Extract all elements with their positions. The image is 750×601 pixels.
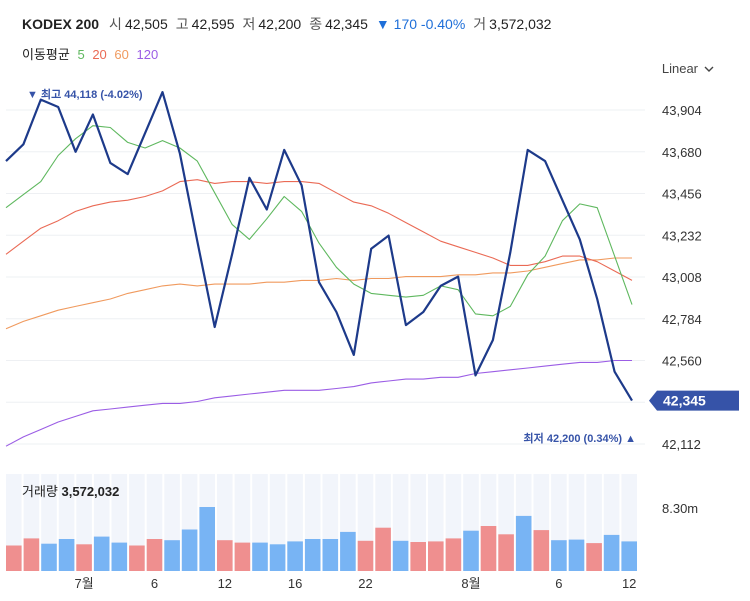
volume-bar	[340, 531, 356, 571]
volume-bar	[234, 542, 251, 571]
y-tick-label: 43,904	[662, 103, 702, 118]
volume-bar	[568, 539, 585, 571]
volume-bar	[6, 545, 22, 571]
volume-bar	[304, 539, 321, 571]
x-tick-label: 16	[288, 576, 302, 591]
y-tick-label: 42,784	[662, 312, 702, 327]
x-tick-label: 22	[358, 576, 372, 591]
low-annotation: 최저 42,200 (0.34%) ▲	[524, 431, 636, 445]
volume-bar	[111, 542, 128, 571]
volume-bar	[515, 515, 532, 571]
x-tick-label: 7월	[74, 576, 93, 591]
close-value: 42,345	[325, 16, 368, 32]
ma-legend-label: 이동평균	[22, 47, 70, 62]
high-annotation: ▼ 최고 44,118 (-4.02%)	[27, 87, 143, 101]
volume-bar	[586, 543, 602, 571]
volume-bar	[129, 545, 145, 571]
volume-bar	[41, 543, 57, 571]
ma60-legend[interactable]: 60	[114, 47, 129, 62]
x-tick-label: 6	[151, 576, 158, 591]
volume-panel-label: 거래량	[22, 484, 58, 499]
volume-bar	[181, 529, 198, 571]
volume-bar	[164, 540, 180, 571]
high-label: 고	[175, 16, 189, 32]
y-tick-label: 43,680	[662, 145, 702, 160]
ma120-legend[interactable]: 120	[136, 47, 159, 62]
quote-header: KODEX 200 시 42,505 고 42,595 저 42,200 종 4…	[22, 14, 559, 34]
open-value: 42,505	[124, 16, 168, 32]
volume-bar	[392, 540, 409, 571]
volume-bar	[146, 539, 163, 571]
change-value: ▼ 170 -0.40%	[375, 16, 466, 32]
volume-bar	[287, 541, 303, 571]
y-tick-label: 43,232	[662, 228, 702, 243]
low-label: 저	[242, 16, 256, 32]
series-line-ma20	[5, 179, 633, 281]
volume-bar	[93, 536, 110, 571]
ticker-name: KODEX 200	[22, 16, 100, 32]
volume-bar	[357, 540, 374, 571]
volume-bar	[76, 544, 92, 571]
volume-axis-label: 8.30m	[662, 501, 698, 516]
volume-bar	[322, 539, 339, 571]
y-tick-label: 42,560	[662, 354, 702, 369]
volume-bar	[498, 534, 514, 571]
volume-bar	[58, 539, 75, 571]
scale-label: Linear	[661, 61, 698, 76]
open-label: 시	[109, 16, 122, 32]
volume-panel-value: 3,572,032	[61, 484, 120, 499]
high-value: 42,595	[191, 16, 235, 32]
last-price-label: 42,345	[663, 393, 706, 409]
x-tick-label: 12	[218, 576, 232, 591]
x-tick-label: 6	[555, 576, 562, 591]
ma20-legend[interactable]: 20	[92, 47, 107, 62]
x-tick-label: 8월	[461, 576, 480, 591]
volume-bar	[445, 538, 462, 571]
chevron-down-icon	[704, 61, 714, 76]
scale-dropdown[interactable]: Linear	[662, 61, 714, 76]
series-line-ma5	[5, 125, 633, 317]
volume-bar	[23, 538, 40, 571]
volume-bar	[428, 541, 444, 571]
volume-bar	[269, 544, 286, 571]
volume-bar	[621, 541, 637, 571]
x-tick-label: 12	[622, 576, 636, 591]
close-label: 종	[309, 16, 323, 32]
series-line-ma120	[5, 359, 632, 447]
series-line-price	[5, 90, 633, 402]
volume-bar	[199, 507, 215, 571]
volume-bar	[252, 542, 268, 571]
volume-bar	[551, 540, 567, 571]
y-tick-label: 43,008	[662, 270, 702, 285]
y-tick-label: 43,456	[662, 187, 702, 202]
volume-label: 거	[473, 16, 487, 32]
moving-average-legend: 이동평균 5 20 60 120	[22, 44, 162, 63]
volume-bar	[603, 534, 620, 571]
volume-bar	[463, 530, 479, 571]
ma5-legend[interactable]: 5	[77, 47, 85, 62]
volume-panel-title: 거래량 3,572,032	[22, 481, 119, 500]
volume-bar	[217, 540, 233, 571]
volume-value: 3,572,032	[489, 16, 552, 32]
series-line-ma60	[5, 257, 632, 330]
y-tick-label: 42,112	[662, 437, 701, 452]
volume-bar	[480, 526, 497, 571]
volume-bar	[375, 527, 391, 571]
volume-bar	[410, 542, 426, 571]
low-value: 42,200	[258, 16, 302, 32]
last-price-tag	[649, 390, 739, 411]
volume-bar	[533, 530, 550, 571]
